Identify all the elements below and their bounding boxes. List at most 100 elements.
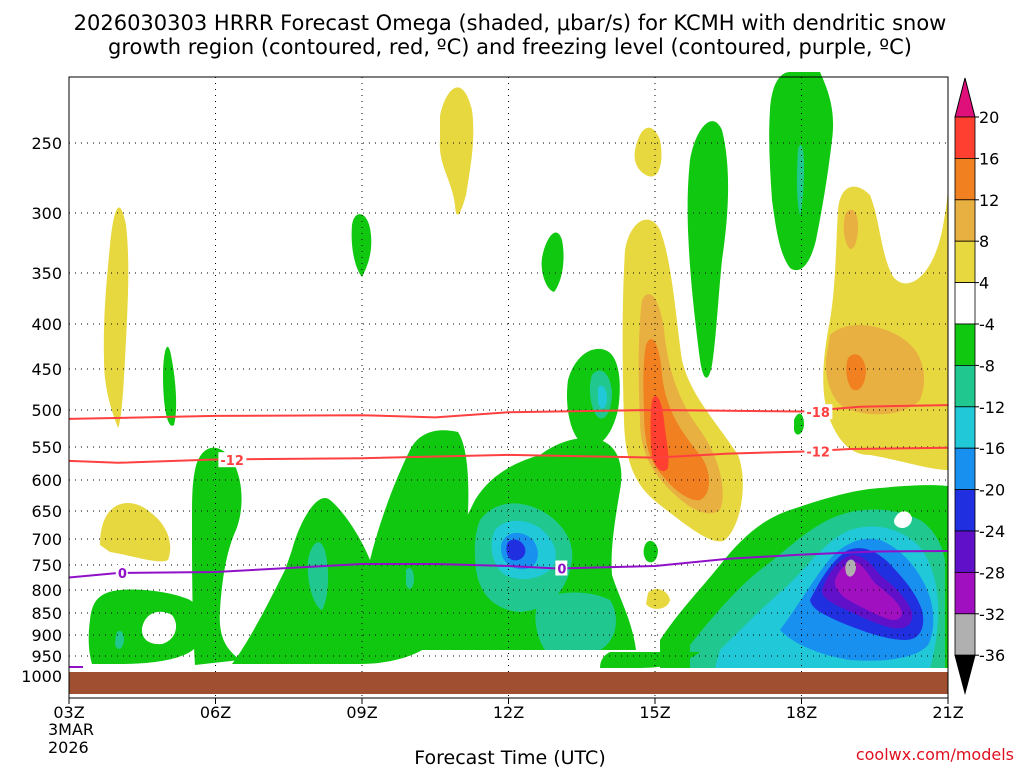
colorbar-label-3: 8	[979, 232, 989, 251]
omega-region-white-hole-20z	[894, 511, 912, 528]
colorbar-bin-c8_12	[954, 199, 976, 242]
colorbar-label-5: -4	[979, 315, 995, 334]
y-tick-label-250: 250	[31, 134, 62, 153]
colorbar-label-9: -20	[979, 481, 1005, 500]
omega-region-gold-20z	[825, 324, 925, 415]
credit-text: coolwx.com/models	[856, 745, 1014, 764]
colorbar-label-11: -28	[979, 563, 1005, 582]
y-tick-label-400: 400	[31, 315, 62, 334]
x-tick-label-18Z: 18Z	[786, 703, 817, 722]
y-tick-label-600: 600	[31, 471, 62, 490]
colorbar-arrow-top	[954, 77, 976, 118]
colorbar-bin-cn20_n16	[954, 447, 976, 491]
omega-region-teal-08z	[307, 542, 329, 610]
y-tick-label-750: 750	[31, 556, 62, 575]
x-tick-label-06Z: 06Z	[200, 703, 231, 722]
colorbar-label-7: -12	[979, 398, 1005, 417]
colorbar-bin-cn36_n32	[954, 613, 976, 656]
contour-line-2	[68, 550, 949, 579]
omega-region-green-15z-small	[643, 540, 658, 563]
y-tick-label-700: 700	[31, 530, 62, 549]
omega-region-gold-20z-top	[843, 209, 858, 249]
omega-region-green-18z-dot	[794, 413, 804, 435]
contour-label-bg-1	[218, 452, 247, 468]
x-tick-label-03Z: 03Z	[53, 703, 84, 722]
x-tick-label-12Z: 12Z	[493, 703, 524, 722]
colorbar-bin-cn12_n8	[954, 364, 976, 408]
y-tick-label-900: 900	[31, 626, 62, 645]
contour-label-0: 0	[118, 567, 127, 582]
omega-region-green-low-07z-10z	[232, 430, 469, 664]
omega-region-orange-20z	[846, 354, 866, 391]
colorbar-bin-cn28_n24	[954, 530, 976, 573]
omega-region-green-08z	[351, 214, 372, 277]
omega-region-yellow-15z-dot	[646, 589, 670, 609]
omega-shading	[88, 72, 948, 668]
colorbar-bin-c12_16	[954, 157, 976, 201]
colorbar-label-10: -24	[979, 522, 1005, 541]
colorbar-label-0: 20	[979, 108, 999, 127]
y-tick-label-500: 500	[31, 401, 62, 420]
x-start-date-line2: 2026	[48, 738, 89, 757]
colorbar-bin-cn32_n28	[954, 572, 976, 615]
x-start-date-line1: 3MAR	[48, 720, 94, 739]
omega-region-yellow-04z-low	[100, 502, 171, 562]
contour-label-bg-2	[555, 560, 568, 576]
x-axis-ticks: 03Z 06Z 09Z 12Z 15Z 18Z 21Z	[53, 698, 964, 722]
x-tick-label-15Z: 15Z	[639, 703, 670, 722]
colorbar-label-12: -32	[979, 605, 1005, 624]
omega-region-white-hole-05z	[141, 611, 177, 645]
y-tick-label-800: 800	[31, 581, 62, 600]
colorbar-label-4: 4	[979, 274, 989, 293]
contour-label-4: -12	[806, 446, 830, 461]
omega-region-yellow-04z	[103, 207, 129, 428]
colorbar-label-8: -16	[979, 439, 1005, 458]
surface-ground-strip	[69, 672, 948, 694]
y-tick-label-450: 450	[31, 360, 62, 379]
omega-region-cyan-14z	[598, 385, 607, 409]
omega-region-darkblue-12z	[506, 539, 526, 561]
omega-region-teal-18z-streak	[796, 145, 804, 215]
colorbar-label-6: -8	[979, 356, 995, 375]
contour-label-bg-3	[804, 404, 833, 420]
omega-region-purple-19z	[834, 561, 902, 620]
colorbar-bin-cn24_n20	[954, 489, 976, 532]
colorbar: 20 16 12 8 4 -4 -8 -12 -16 -20 -24 -28 -32 -36	[954, 77, 1005, 696]
y-tick-label-650: 650	[31, 502, 62, 521]
colorbar-arrow-bottom	[954, 654, 976, 696]
colorbar-label-1: 16	[979, 149, 999, 168]
omega-region-red-15z	[650, 396, 669, 472]
y-tick-label-850: 850	[31, 604, 62, 623]
colorbar-bin-c4_8	[954, 240, 976, 283]
contour-label-bg-0	[115, 565, 128, 580]
contour-label-1: -12	[220, 454, 244, 469]
omega-region-yellow-15z-cap	[634, 127, 662, 177]
omega-region-green-06z	[192, 447, 242, 665]
contour-labels: 0 -12 0 -18 -12	[115, 404, 833, 582]
y-tick-label-550: 550	[31, 438, 62, 457]
omega-region-teal-13z-low	[535, 592, 616, 650]
x-tick-label-09Z: 09Z	[346, 703, 377, 722]
colorbar-bin-cn4_4	[954, 282, 976, 325]
omega-region-green-05z	[163, 346, 177, 426]
contour-label-2: 0	[557, 563, 566, 578]
colorbar-label-13: -36	[979, 646, 1005, 665]
colorbar-bin-c16_20	[954, 116, 976, 159]
x-tick-label-21Z: 21Z	[932, 703, 963, 722]
y-tick-label-1000: 1000	[21, 667, 62, 686]
chart-title-line2: growth region (contoured, red, ºC) and f…	[108, 35, 912, 59]
colorbar-bin-cn8_n4	[954, 323, 976, 366]
omega-region-green-13z	[541, 232, 564, 292]
y-tick-label-350: 350	[31, 264, 62, 283]
contour-line-0	[68, 404, 949, 420]
omega-region-yellow-upper-11z	[439, 87, 474, 215]
omega-region-gray-19z	[845, 559, 856, 577]
contour-label-bg-4	[804, 443, 833, 459]
omega-region-teal-10z	[406, 568, 414, 589]
y-tick-label-300: 300	[31, 204, 62, 223]
contour-label-3: -18	[806, 406, 830, 421]
y-axis-ticks: 250 300 350 400 450 500 550 600 650 700 750 800 850 9…	[21, 134, 62, 686]
x-axis-label: Forecast Time (UTC)	[414, 747, 605, 768]
omega-region-green-16z	[687, 121, 729, 378]
